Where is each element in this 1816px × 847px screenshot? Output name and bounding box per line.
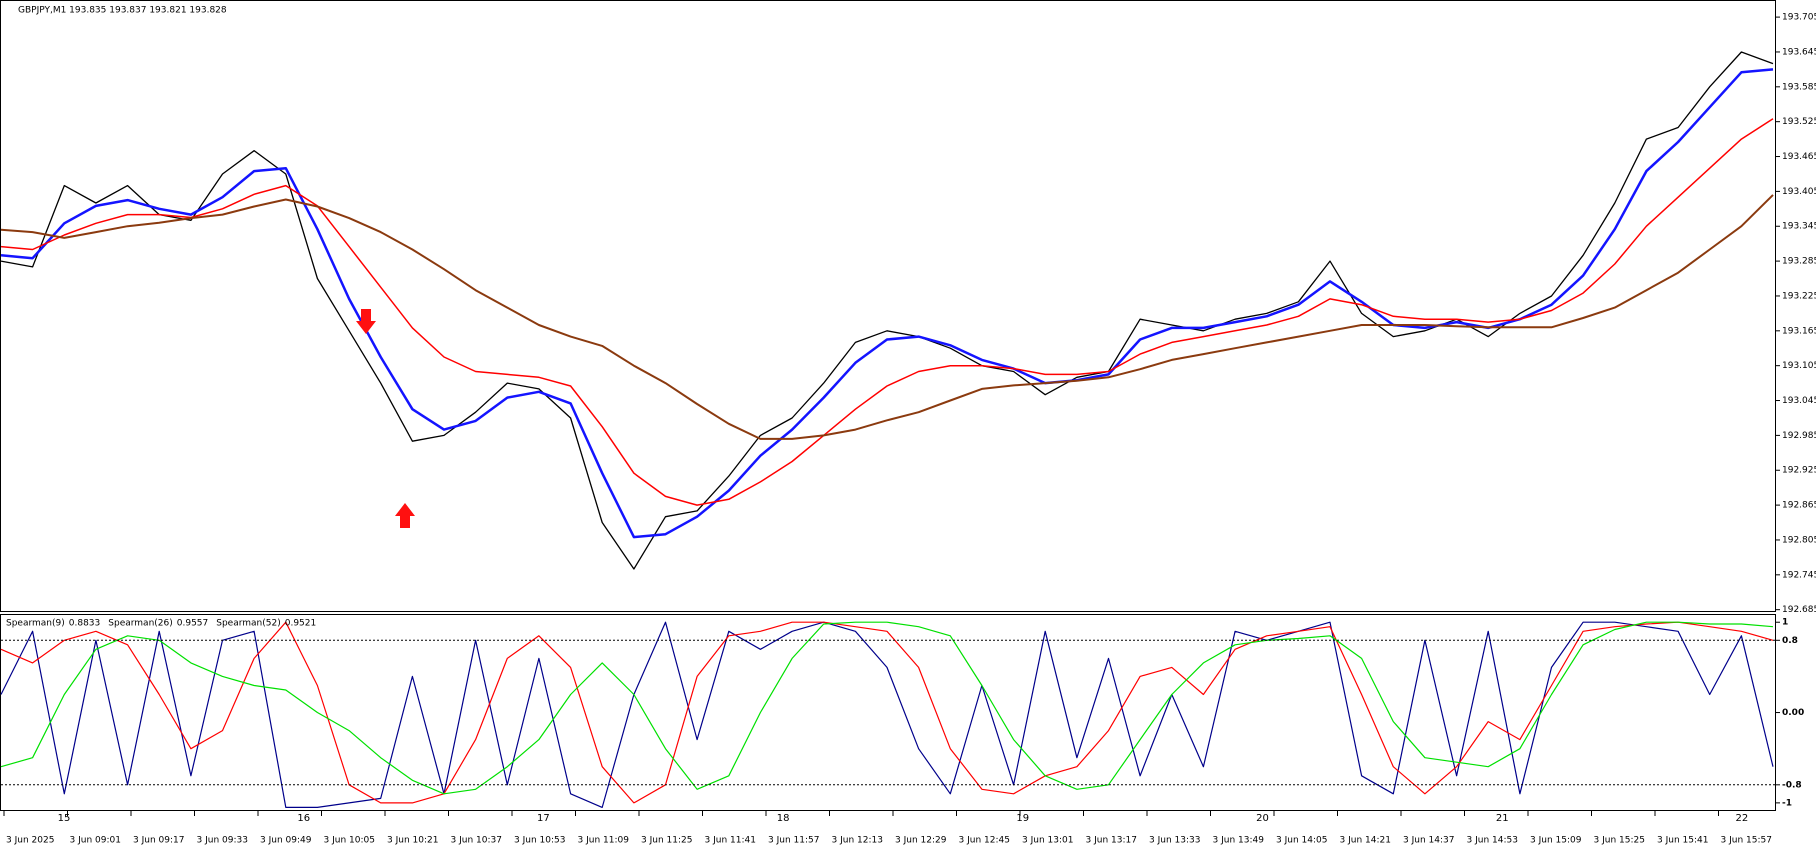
legend-name: Spearman(9) <box>6 619 65 629</box>
day-label: 19 <box>1016 813 1029 824</box>
x-tick-label: 3 Jun 14:21 <box>1340 836 1391 846</box>
y-tick-label: 192.865 <box>1782 501 1816 511</box>
sell-arrow <box>356 309 376 334</box>
x-tick-label: 3 Jun 15:25 <box>1594 836 1645 846</box>
legend-value: 0.8833 <box>69 619 101 629</box>
chart-title: GBPJPY,M1 193.835 193.837 193.821 193.82… <box>18 6 227 16</box>
y-tick-label: -0.8 <box>1782 780 1802 790</box>
x-tick-label: 3 Jun 09:17 <box>133 836 184 846</box>
x-tick-label: 3 Jun 13:01 <box>1022 836 1073 846</box>
y-tick-label: 192.925 <box>1782 466 1816 476</box>
legend-value: 0.9521 <box>285 619 317 629</box>
series-line <box>0 194 1774 440</box>
indicator-legend: Spearman(9) 0.8833 Spearman(26) 0.9557 Spear… <box>6 619 316 629</box>
main-panel <box>0 0 1776 612</box>
legend-value: 0.9557 <box>177 619 209 629</box>
x-tick-label: 3 Jun 14:05 <box>1276 836 1327 846</box>
main-series <box>0 51 1774 570</box>
y-tick-label: 193.405 <box>1782 187 1816 197</box>
y-tick-label: 0.00 <box>1782 708 1804 718</box>
y-tick-label: 193.165 <box>1782 326 1816 336</box>
series-line <box>0 118 1774 506</box>
x-tick-label: 3 Jun 09:49 <box>260 836 312 846</box>
y-tick-label: 192.745 <box>1782 570 1816 580</box>
x-tick-label: 3 Jun 2025 <box>6 836 54 846</box>
day-label: 15 <box>58 813 71 824</box>
y-tick-label: 192.685 <box>1782 605 1816 615</box>
x-tick-label: 3 Jun 15:41 <box>1657 836 1708 846</box>
series-line <box>0 51 1774 570</box>
indicator-series <box>0 621 1774 808</box>
series-line <box>0 621 1774 804</box>
x-tick-label: 3 Jun 10:21 <box>387 836 438 846</box>
buy-arrow <box>395 503 415 528</box>
x-tick-label: 3 Jun 11:09 <box>578 836 630 846</box>
x-tick-label: 3 Jun 13:17 <box>1086 836 1137 846</box>
x-tick-label: 3 Jun 13:49 <box>1213 836 1265 846</box>
y-tick-label: 192.805 <box>1782 535 1816 545</box>
x-tick-label: 3 Jun 12:13 <box>832 836 883 846</box>
y-tick-label: 193.585 <box>1782 82 1816 92</box>
indicator-panel <box>0 614 1776 811</box>
day-label: 17 <box>537 813 550 824</box>
x-tick-label: 3 Jun 10:37 <box>451 836 502 846</box>
x-tick-label: 3 Jun 10:05 <box>324 836 375 846</box>
x-tick-label: 3 Jun 14:37 <box>1403 836 1454 846</box>
x-tick-label: 3 Jun 11:25 <box>641 836 692 846</box>
y-tick-label: 193.525 <box>1782 117 1816 127</box>
y-tick-label: 193.045 <box>1782 396 1816 406</box>
x-tick-label: 3 Jun 09:01 <box>70 836 121 846</box>
x-tick-label: 3 Jun 15:09 <box>1530 836 1582 846</box>
x-tick-label: 3 Jun 13:33 <box>1149 836 1200 846</box>
x-tick-label: 3 Jun 12:45 <box>959 836 1010 846</box>
x-tick-label: 3 Jun 09:33 <box>197 836 248 846</box>
legend-name: Spearman(52) <box>216 619 280 629</box>
y-tick-label: 193.645 <box>1782 47 1816 57</box>
day-label: 16 <box>297 813 310 824</box>
y-tick-label: 193.105 <box>1782 361 1816 371</box>
y-tick-label: 0.8 <box>1782 636 1798 646</box>
x-tick-label: 3 Jun 15:57 <box>1721 836 1772 846</box>
y-tick-label: 193.345 <box>1782 222 1816 232</box>
x-tick-label: 3 Jun 10:53 <box>514 836 565 846</box>
day-label: 22 <box>1736 813 1749 824</box>
x-tick-label: 3 Jun 12:29 <box>895 836 947 846</box>
y-tick-label: 193.705 <box>1782 13 1816 23</box>
day-label: 21 <box>1496 813 1509 824</box>
y-tick-label: 193.225 <box>1782 291 1816 301</box>
y-tick-label: 193.465 <box>1782 152 1816 162</box>
day-label: 20 <box>1256 813 1269 824</box>
legend-name: Spearman(26) <box>108 619 172 629</box>
y-tick-label: 192.985 <box>1782 431 1816 441</box>
day-label: 18 <box>777 813 790 824</box>
series-line <box>0 621 1774 808</box>
series-line <box>0 621 1774 795</box>
y-tick-label: -1 <box>1782 798 1792 808</box>
y-tick-label: 193.285 <box>1782 257 1816 267</box>
x-tick-label: 3 Jun 11:41 <box>705 836 756 846</box>
x-tick-label: 3 Jun 11:57 <box>768 836 819 846</box>
x-tick-label: 3 Jun 14:53 <box>1467 836 1518 846</box>
y-tick-label: 1 <box>1782 618 1788 628</box>
